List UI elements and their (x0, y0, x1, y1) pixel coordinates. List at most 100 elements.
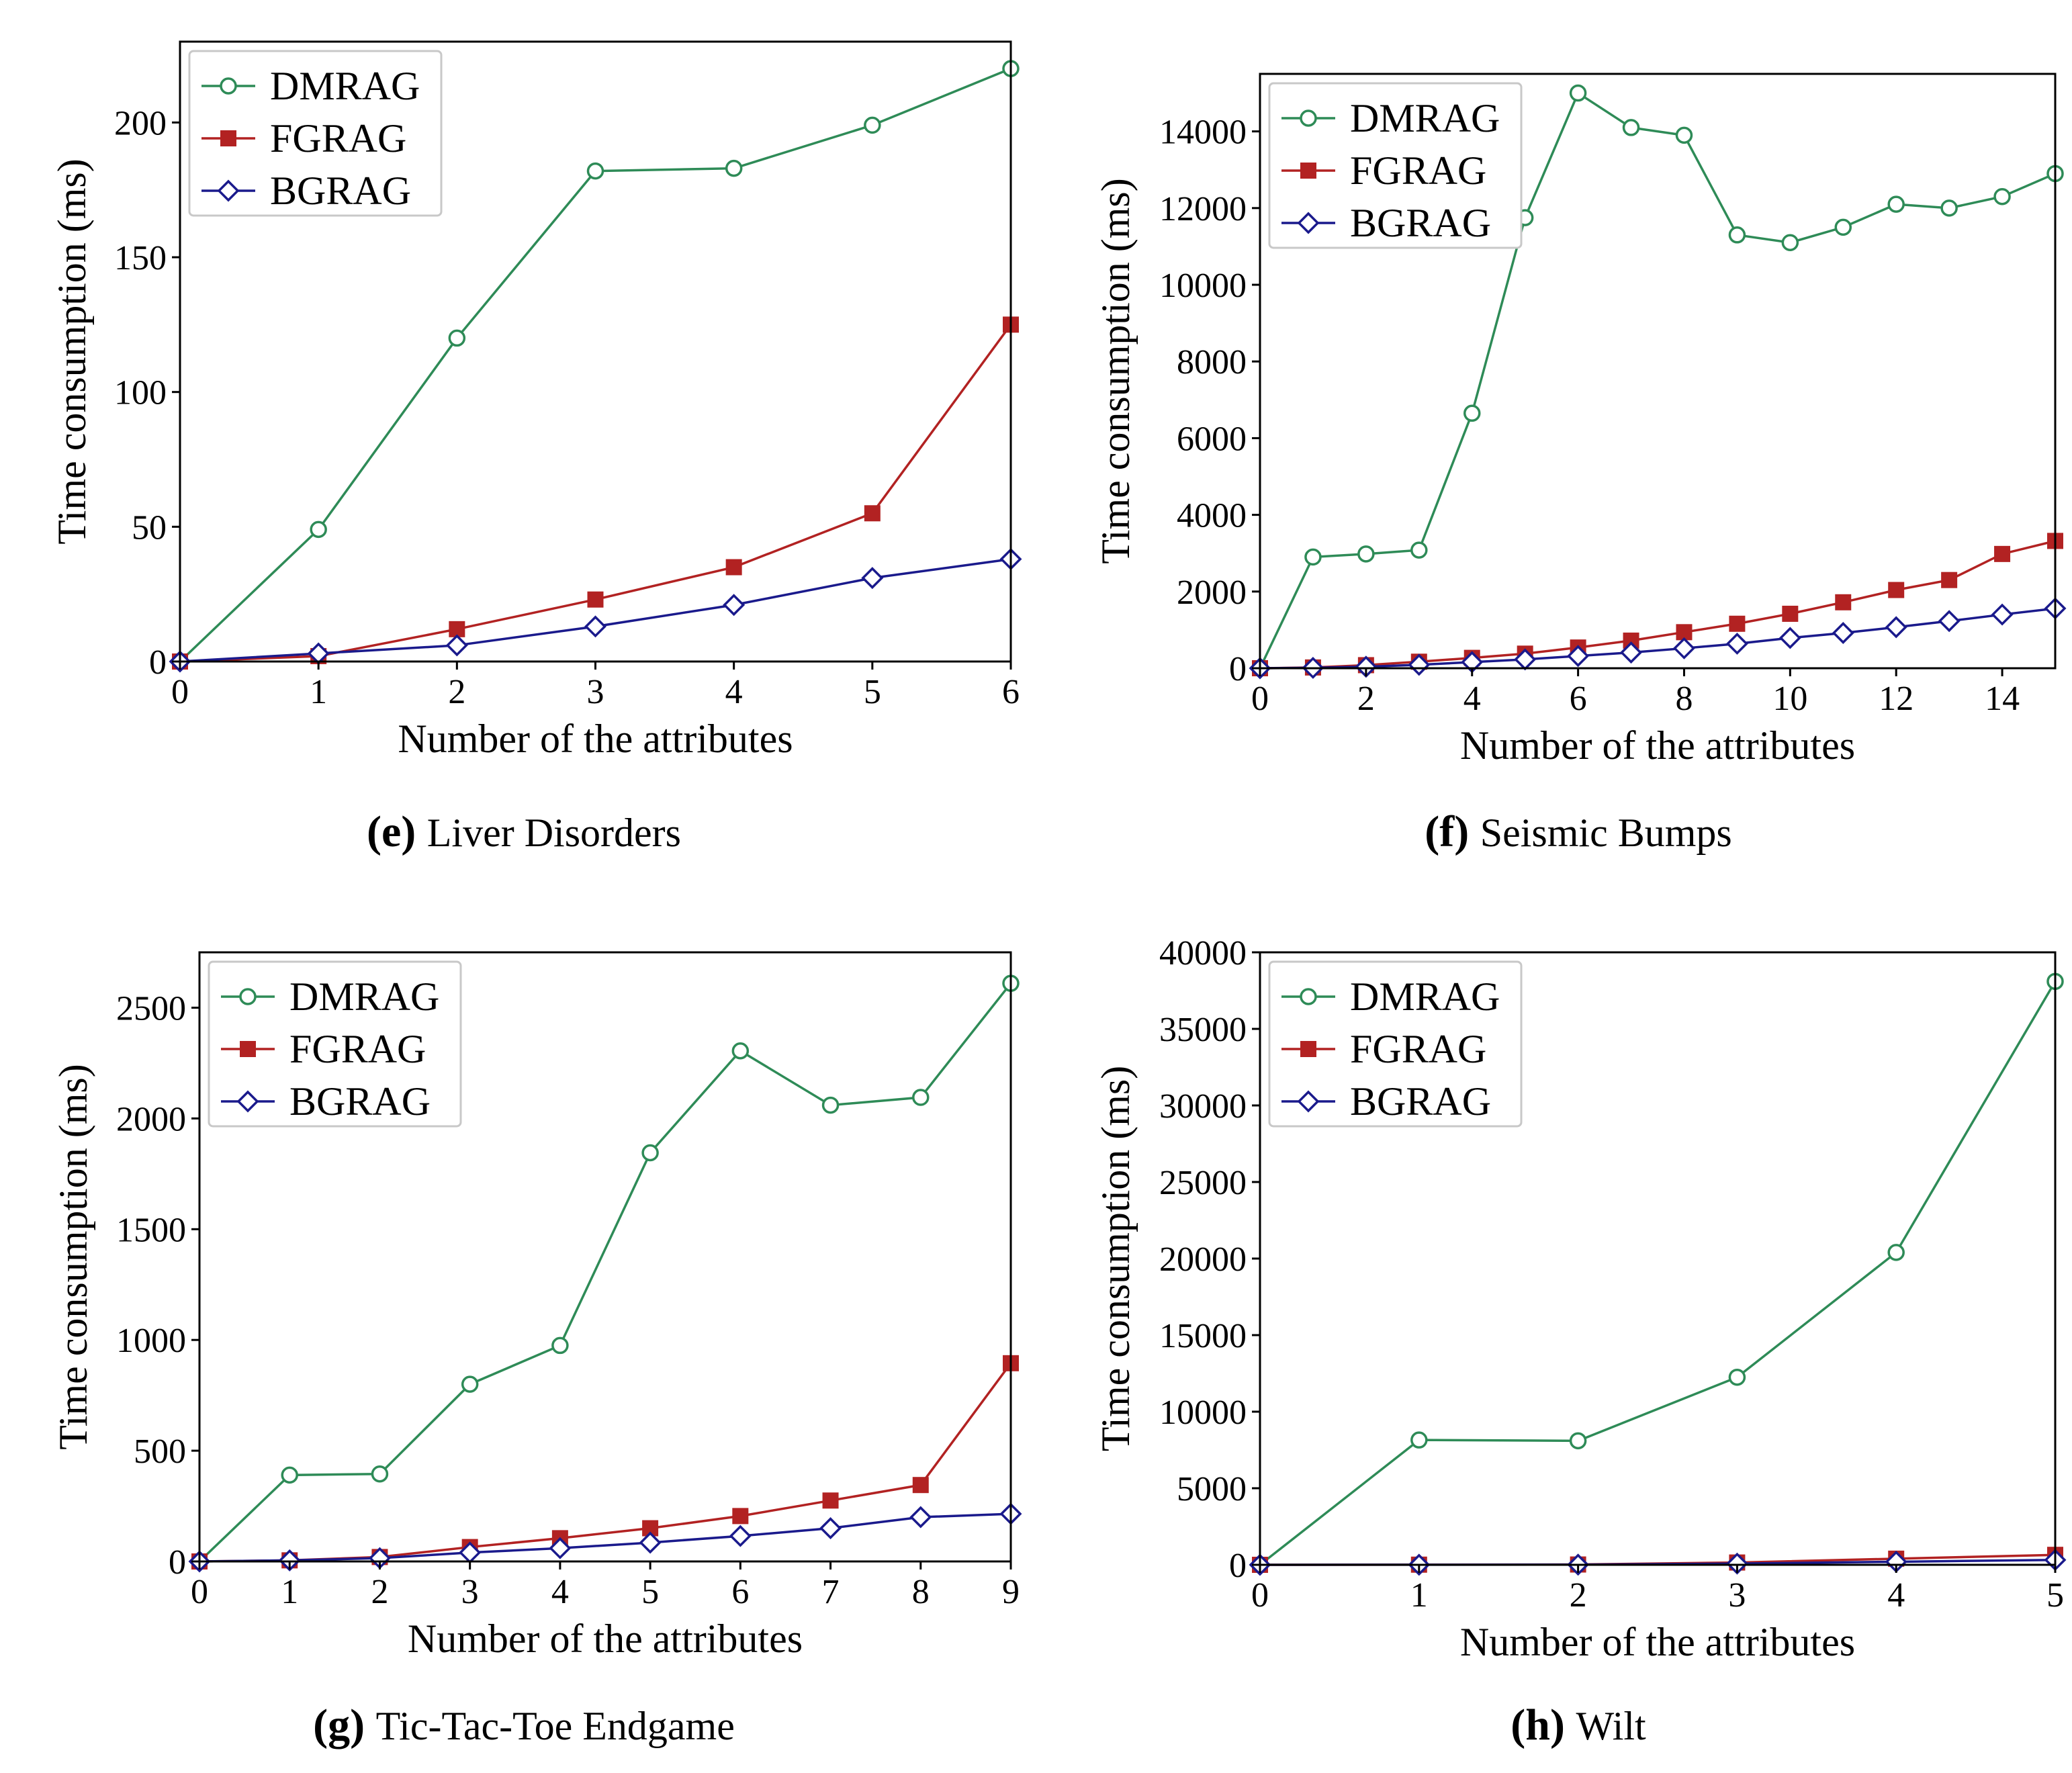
data-point-dmrag (1463, 404, 1481, 422)
x-tick-label: 0 (1251, 680, 1269, 718)
y-tick-label: 15000 (1159, 1317, 1247, 1355)
data-point-fgrag (864, 505, 881, 522)
x-tick-label: 7 (822, 1573, 840, 1611)
legend-label-bgrag: BGRAG (1350, 201, 1491, 245)
legend-marker-fgrag (220, 130, 236, 146)
y-tick-label: 200 (114, 104, 167, 142)
data-point-dmrag (1357, 545, 1375, 563)
data-point-dmrag (1569, 84, 1587, 102)
y-tick-label: 0 (1229, 650, 1247, 688)
y-tick-label: 1000 (116, 1322, 186, 1360)
legend-label-dmrag: DMRAG (289, 974, 439, 1019)
y-tick-label: 0 (149, 643, 167, 682)
series-bgrag (169, 548, 1022, 673)
y-tick-label: 8000 (1177, 343, 1247, 381)
y-tick-label: 20000 (1159, 1240, 1247, 1279)
x-tick-label: 8 (912, 1573, 930, 1611)
data-point-bgrag (1725, 632, 1748, 655)
y-tick-label: 2500 (116, 989, 186, 1028)
series-fgrag (191, 1355, 1019, 1570)
panel-caption: (e) Liver Disorders (367, 807, 681, 856)
y-tick-label: 35000 (1159, 1011, 1247, 1049)
data-point-fgrag (1941, 572, 1958, 588)
data-point-dmrag (448, 329, 466, 347)
y-tick-label: 100 (114, 374, 167, 412)
series-line-dmrag (1259, 981, 2057, 1566)
legend-label-dmrag: DMRAG (1350, 96, 1500, 140)
x-axis-title: Number of the attributes (408, 1617, 803, 1661)
legend: DMRAG FGRAG BGRAG (1268, 82, 1523, 249)
legend-marker-fgrag (1300, 163, 1316, 179)
data-point-dmrag (731, 1042, 750, 1060)
y-axis-title: Time consumption (ms) (1093, 1066, 1138, 1451)
x-tick-label: 4 (1463, 680, 1481, 718)
data-point-dmrag (1304, 548, 1322, 566)
x-tick-label: 3 (1728, 1576, 1746, 1615)
data-point-dmrag (281, 1466, 298, 1484)
chart-panel-e: 0 1 2 3 4 5 6 0 50 100 150 200 Number of the attribu… (50, 40, 1022, 856)
y-tick-label: 4000 (1177, 497, 1247, 535)
series-line-dmrag (1259, 91, 2056, 669)
data-point-bgrag (1567, 645, 1590, 668)
x-tick-label: 3 (461, 1573, 479, 1611)
data-point-bgrag (723, 594, 746, 617)
series-line-bgrag (1259, 607, 2056, 670)
panel-caption: (f) Seismic Bumps (1425, 807, 1731, 856)
legend-box (208, 960, 462, 1128)
data-point-dmrag (912, 1089, 930, 1106)
legend-box (188, 50, 443, 217)
x-tick-label: 4 (1887, 1576, 1905, 1615)
series-line-dmrag (198, 983, 1012, 1563)
panel-caption: (g) Tic-Tac-Toe Endgame (313, 1700, 735, 1749)
caption-letter: f (1439, 807, 1455, 856)
x-tick-label: 6 (1002, 673, 1020, 711)
plot-frame (198, 951, 1012, 1563)
y-tick-label: 150 (114, 239, 167, 277)
series-fgrag (1252, 1547, 2063, 1573)
chart-panel-g: 0 1 2 3 4 5 6 7 8 9 0 500 1000 1500 2000 2500 Number of … (51, 951, 1022, 1749)
data-point-dmrag (1728, 226, 1746, 244)
series-line-bgrag (199, 1512, 1011, 1563)
x-tick-label: 4 (551, 1573, 569, 1611)
data-point-bgrag (909, 1506, 932, 1529)
x-tick-label: 3 (587, 673, 604, 711)
x-tick-label: 2 (371, 1573, 388, 1611)
x-tick-label: 4 (725, 673, 743, 711)
x-axis-title: Number of the attributes (1460, 723, 1855, 768)
y-tick-label: 5000 (1177, 1470, 1247, 1508)
x-tick-label: 2 (1570, 1576, 1587, 1615)
data-point-dmrag (461, 1375, 479, 1393)
legend-marker-bgrag (236, 1090, 259, 1113)
data-point-fgrag (725, 559, 742, 576)
x-tick-label: 0 (171, 673, 189, 711)
y-tick-label: 2000 (116, 1100, 186, 1138)
data-point-dmrag (1410, 1431, 1428, 1449)
panel-caption: (h) Wilt (1511, 1700, 1646, 1749)
data-point-dmrag (371, 1465, 389, 1483)
x-tick-label: 1 (1410, 1576, 1428, 1615)
y-tick-label: 6000 (1177, 420, 1247, 458)
caption-letter: e (381, 807, 401, 856)
x-tick-label: 12 (1879, 680, 1913, 718)
series-bgrag (188, 1502, 1022, 1573)
data-point-dmrag (1834, 218, 1852, 236)
y-tick-label: 40000 (1159, 934, 1247, 972)
legend-label-bgrag: BGRAG (289, 1079, 431, 1124)
data-point-bgrag (1832, 621, 1854, 644)
caption-title: Tic-Tac-Toe Endgame (376, 1704, 735, 1748)
legend-marker-bgrag (217, 179, 240, 202)
data-point-dmrag (1781, 234, 1799, 251)
data-point-fgrag (1888, 582, 1905, 598)
series-line-bgrag (179, 557, 1011, 663)
legend-label-fgrag: FGRAG (1350, 1027, 1486, 1071)
x-axis-title: Number of the attributes (1460, 1620, 1855, 1664)
data-point-dmrag (310, 520, 327, 539)
data-point-dmrag (641, 1144, 659, 1162)
y-axis-title: Time consumption (ms) (50, 158, 94, 544)
y-tick-label: 2000 (1177, 574, 1247, 612)
y-tick-label: 1500 (116, 1211, 186, 1249)
x-tick-label: 5 (864, 673, 881, 711)
series-dmrag (191, 974, 1020, 1570)
y-axis-title: Time consumption (ms) (1093, 178, 1138, 563)
